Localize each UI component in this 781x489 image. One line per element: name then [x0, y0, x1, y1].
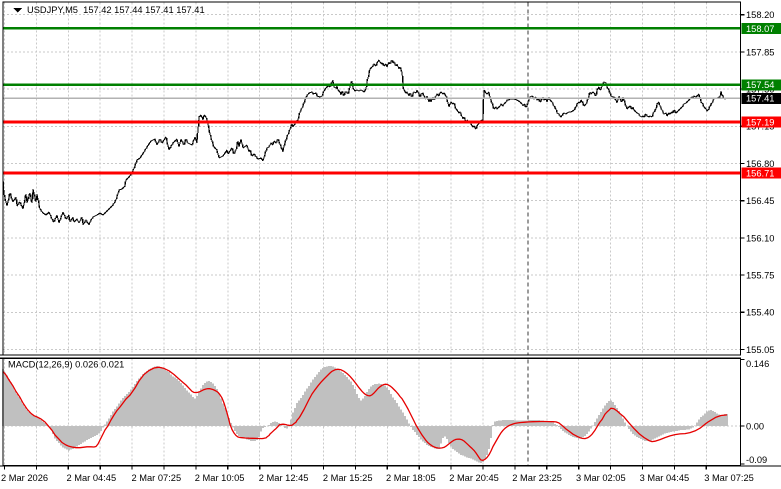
- svg-text:3 Mar 07:25: 3 Mar 07:25: [704, 473, 754, 483]
- svg-text:2 Mar 20:45: 2 Mar 20:45: [449, 473, 499, 483]
- svg-text:155.40: 155.40: [746, 308, 774, 318]
- svg-text:2 Mar 07:25: 2 Mar 07:25: [132, 473, 182, 483]
- svg-text:2 Mar 04:45: 2 Mar 04:45: [67, 473, 117, 483]
- svg-text:158.07: 158.07: [746, 24, 774, 34]
- svg-text:157.41: 157.41: [746, 94, 774, 104]
- svg-text:-0.09: -0.09: [746, 455, 767, 465]
- svg-text:0.146: 0.146: [746, 359, 769, 369]
- svg-text:3 Mar 02:05: 3 Mar 02:05: [576, 473, 626, 483]
- svg-text:2 Mar 2026: 2 Mar 2026: [1, 473, 48, 483]
- svg-text:MACD(12,26,9) 0.026 0.021: MACD(12,26,9) 0.026 0.021: [8, 359, 124, 369]
- svg-text:2 Mar 15:25: 2 Mar 15:25: [323, 473, 373, 483]
- svg-text:158.20: 158.20: [746, 10, 774, 20]
- svg-text:156.10: 156.10: [746, 233, 774, 243]
- svg-text:156.71: 156.71: [746, 168, 774, 178]
- svg-text:157.85: 157.85: [746, 47, 774, 57]
- svg-text:157.19: 157.19: [746, 117, 774, 127]
- svg-text:2 Mar 10:05: 2 Mar 10:05: [195, 473, 245, 483]
- svg-text:157.54: 157.54: [746, 80, 774, 90]
- svg-text:155.75: 155.75: [746, 271, 774, 281]
- svg-text:3 Mar 04:45: 3 Mar 04:45: [640, 473, 690, 483]
- svg-text:2 Mar 23:25: 2 Mar 23:25: [512, 473, 562, 483]
- svg-text:155.05: 155.05: [746, 345, 774, 355]
- svg-text:USDJPY,M5 157.42 157.44 157.4: USDJPY,M5 157.42 157.44 157.41 157.41: [27, 5, 205, 15]
- svg-text:156.45: 156.45: [746, 196, 774, 206]
- svg-text:2 Mar 12:45: 2 Mar 12:45: [259, 473, 309, 483]
- svg-text:156.80: 156.80: [746, 159, 774, 169]
- svg-text:0.00: 0.00: [746, 421, 764, 431]
- svg-text:2 Mar 18:05: 2 Mar 18:05: [386, 473, 436, 483]
